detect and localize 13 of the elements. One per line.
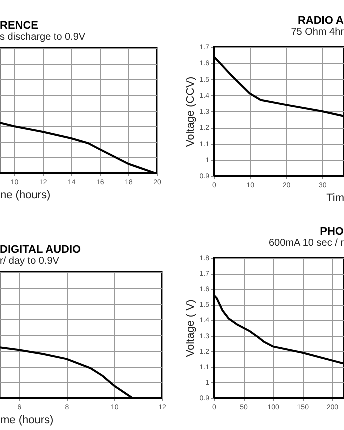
x-axis-title: me (hours) bbox=[0, 414, 54, 426]
chart-subtitle: 600mA 10 sec / r bbox=[268, 238, 344, 249]
x-axis-title: ne (hours) bbox=[0, 190, 51, 202]
y-axis-title: Voltage (CCV) bbox=[184, 76, 197, 148]
chart-title: RADIO A bbox=[298, 15, 344, 27]
chart-subtitle: 75 Ohm 4hr bbox=[291, 27, 344, 38]
chart-title: DIGITAL AUDIO bbox=[0, 244, 82, 256]
chart-title: PHO bbox=[320, 226, 344, 238]
y-axis-title: Voltage ( V) bbox=[184, 300, 197, 358]
chart-title: RENCE bbox=[0, 20, 39, 32]
chart-subtitle: r/ day to 0.9V bbox=[0, 256, 60, 267]
x-axis-title: Tim bbox=[326, 192, 344, 204]
chart-subtitle: s discharge to 0.9V bbox=[0, 32, 86, 43]
